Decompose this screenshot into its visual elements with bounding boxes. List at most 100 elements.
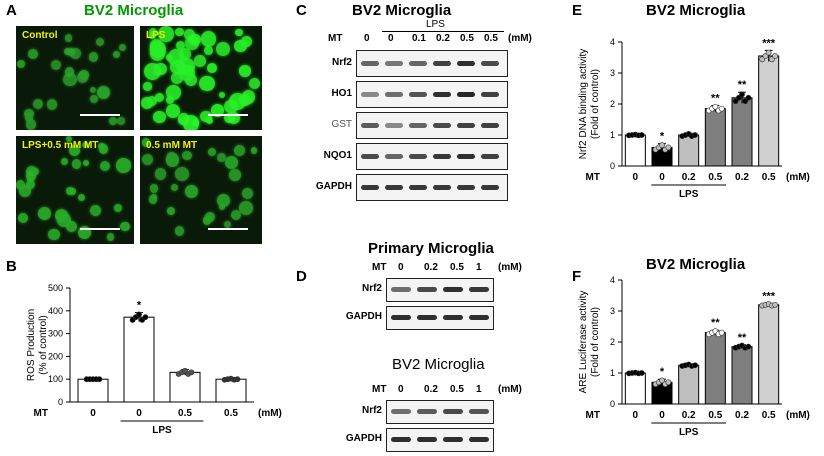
blot-band [457, 184, 475, 190]
blot-strip [386, 400, 494, 424]
cell-spot [230, 209, 242, 221]
cell-spot [205, 211, 216, 222]
unit-label: (mM) [786, 172, 810, 183]
cell-spot [65, 136, 72, 143]
panel-d-blots-2: Nrf2 GAPDH [320, 398, 500, 454]
data-point [665, 379, 672, 386]
blot-band [433, 60, 451, 66]
cell-spot [185, 73, 197, 86]
blot-band [457, 153, 475, 159]
blot-band [481, 153, 499, 159]
x-tick-label: 0 [659, 410, 665, 421]
panel-d-title2: BV2 Microglia [392, 356, 485, 373]
panel-f-title: BV2 Microglia [646, 256, 746, 273]
cell-spot [146, 95, 157, 106]
x-tick-label: 0 [633, 172, 639, 183]
blot-band [481, 60, 499, 66]
panel-d-title1: Primary Microglia [368, 240, 494, 257]
blot-band [481, 184, 499, 190]
cell-spot [32, 98, 43, 109]
unit-label: (mM) [258, 408, 282, 419]
panel-e-title: BV2 Microglia [646, 2, 746, 19]
panel-c-unit: (mM) [508, 33, 532, 44]
data-point [718, 329, 725, 336]
cell-spot [61, 158, 69, 165]
panel-c-blots: Nrf2 HO1 GST NQO1 GAPDH [300, 48, 512, 204]
data-point [142, 314, 149, 321]
scale-bar [80, 114, 120, 116]
cell-spot [175, 40, 186, 51]
blot-band [417, 409, 437, 414]
cell-spot [225, 156, 238, 170]
cell-spot [143, 82, 152, 91]
cell-spot [208, 147, 217, 156]
blot-band [469, 409, 489, 414]
cell-spot [116, 158, 131, 173]
x-tick-label: 0.2 [682, 410, 696, 421]
data-point [136, 311, 142, 318]
dose-label: 0.5 [460, 33, 474, 44]
cell-spot [106, 233, 115, 241]
cell-spot [113, 203, 123, 213]
cell-spot [219, 203, 226, 211]
y-tick-label: 2 [610, 337, 615, 347]
blot-band [443, 409, 463, 414]
y-tick-label: 500 [48, 283, 63, 293]
cell-spot [216, 153, 226, 163]
blot-band [391, 409, 411, 414]
blot-row-label: GAPDH [345, 433, 382, 444]
micrograph-label: LPS+0.5 mM MT [22, 140, 99, 151]
cell-spot [182, 114, 200, 130]
blot-band [433, 91, 451, 97]
blot-band [385, 184, 403, 190]
cell-spot [200, 111, 212, 123]
blot-band [361, 60, 379, 66]
cell-spot [108, 117, 117, 126]
cell-spot [149, 39, 164, 53]
x-tick-label: 0.5 [708, 410, 722, 421]
blot-band [409, 60, 427, 66]
x-tick-label: 0.5 [762, 172, 776, 183]
cell-spot [211, 103, 224, 117]
panel-c-lps-line [382, 31, 504, 32]
cell-spot [241, 188, 254, 200]
blot-row-label: GAPDH [315, 180, 352, 192]
cell-spot [251, 147, 258, 154]
y-tick-label: 200 [48, 351, 63, 361]
blot-band [457, 91, 475, 97]
data-point [739, 91, 745, 98]
dose-label: 0.1 [412, 33, 426, 44]
blot-band [481, 91, 499, 97]
blot-band [443, 315, 463, 320]
data-point [665, 144, 672, 151]
cell-spot [153, 62, 167, 76]
micrograph-label: 0.5 mM MT [146, 140, 198, 151]
cell-spot [149, 27, 158, 36]
blot-band [409, 91, 427, 97]
panel-d-unit-2: (mM) [498, 384, 522, 395]
blot-band [361, 122, 379, 128]
y-tick-label: 300 [48, 329, 63, 339]
data-point [692, 132, 698, 138]
cell-spot [150, 184, 159, 193]
blot-strip [356, 112, 508, 139]
panel-b-letter: B [6, 258, 17, 275]
group-label: LPS [679, 189, 699, 200]
x-tick-label: 0.5 [178, 408, 192, 419]
panel-d-letter: D [296, 268, 307, 285]
dose-label: 0.5 [450, 262, 464, 273]
blot-band [469, 315, 489, 320]
blot-strip [386, 306, 494, 330]
cell-spot [171, 71, 184, 84]
cell-spot [119, 43, 127, 51]
cell-spot [77, 193, 86, 202]
blot-strip [386, 278, 494, 302]
dose-label: 0.2 [436, 33, 450, 44]
y-tick-label: 0 [58, 397, 63, 407]
significance-mark: *** [762, 37, 776, 49]
dose-label: 0.5 [450, 384, 464, 395]
blot-band [469, 287, 489, 292]
blot-row-label: Nrf2 [361, 283, 382, 294]
cell-spot [175, 166, 190, 181]
cell-spot [50, 59, 62, 70]
